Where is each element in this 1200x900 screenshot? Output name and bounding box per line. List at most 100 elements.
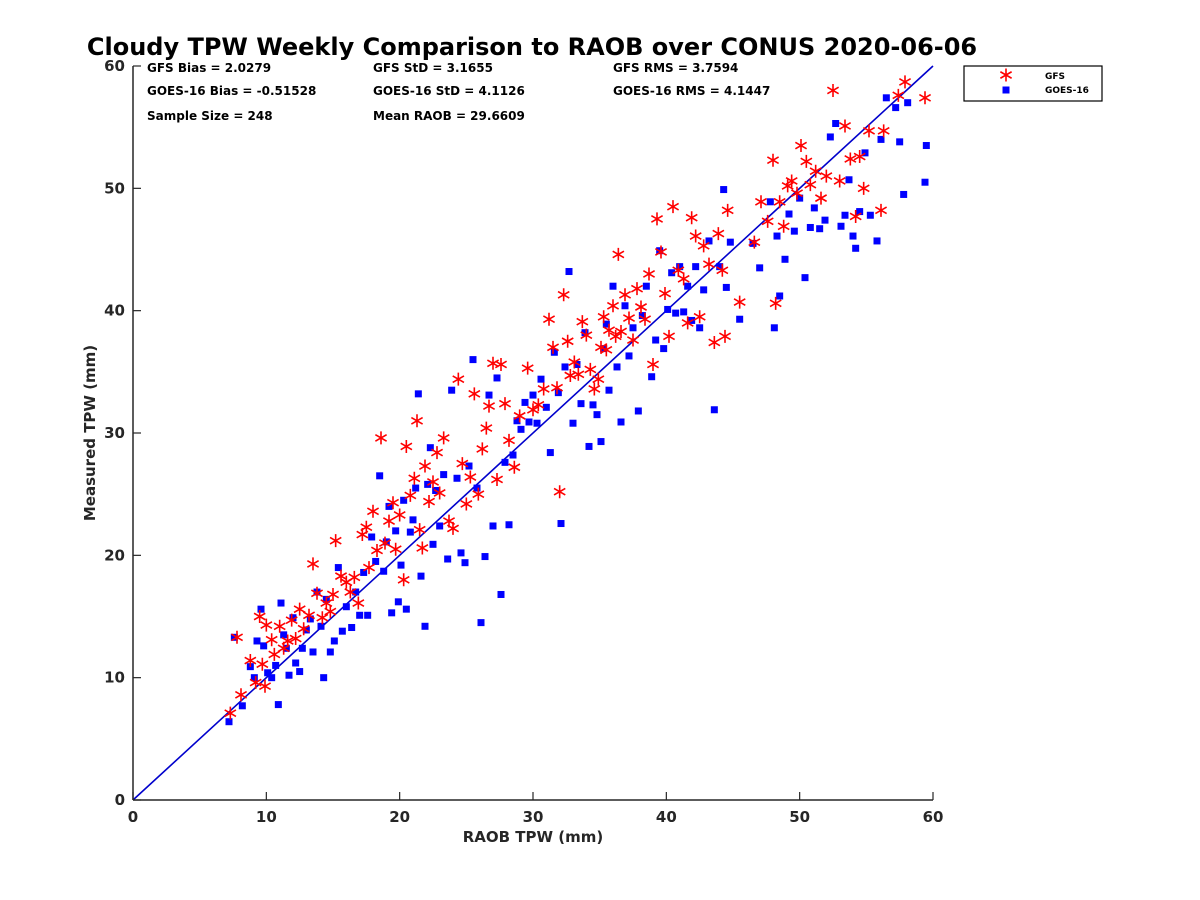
gfs-point: [260, 618, 273, 632]
gfs-point: [258, 679, 272, 693]
goes-16-point: [306, 615, 314, 623]
gfs-point: [584, 362, 597, 376]
gfs-point: [681, 316, 694, 330]
gfs-point: [289, 632, 302, 646]
gfs-point: [716, 263, 729, 277]
goes-16-point: [672, 309, 680, 317]
gfs-point: [224, 706, 237, 720]
gfs-point: [476, 442, 489, 456]
goes-16-point: [334, 564, 342, 572]
gfs-point: [853, 150, 866, 164]
gfs-point: [348, 570, 361, 584]
goes-16-point: [849, 232, 857, 240]
gfs-point: [630, 282, 644, 296]
gfs-point: [397, 573, 410, 587]
goes-16-point: [326, 648, 334, 656]
gfs-point: [502, 433, 516, 447]
goes-16-point: [440, 471, 448, 479]
x-tick-label: 30: [523, 808, 544, 826]
goes-16-point: [260, 642, 268, 650]
gfs-point: [844, 152, 857, 166]
gfs-points: [224, 75, 932, 720]
gfs-point: [642, 267, 656, 281]
gfs-point: [230, 630, 244, 644]
y-ticks: 0 10 20 30 40 50 60: [104, 57, 141, 809]
goes-16-point: [513, 417, 521, 425]
goes-16-point: [609, 282, 617, 290]
goes-16-point: [320, 674, 328, 682]
goes-16-point: [696, 324, 704, 332]
goes-16-point: [392, 527, 400, 535]
gfs-point: [234, 688, 248, 702]
goes-16-point: [629, 324, 637, 332]
gfs-point: [389, 542, 402, 556]
gfs-std-text: GFS StD = 3.1655: [373, 61, 493, 75]
gfs-point: [426, 475, 440, 489]
gfs-point: [804, 178, 817, 192]
gfs-point: [838, 119, 852, 133]
goes-16-point: [664, 305, 672, 313]
goes-16-point: [289, 614, 297, 622]
goes-16-point: [342, 603, 350, 611]
goes-16-point: [372, 557, 380, 565]
gfs-point: [602, 323, 616, 337]
sample-size-text: Sample Size = 248: [147, 109, 273, 123]
goes-16-point: [726, 238, 734, 246]
gfs-point: [693, 310, 706, 324]
goes-16-point: [356, 611, 364, 619]
gfs-point: [777, 219, 790, 233]
goes-16-point: [402, 605, 410, 613]
gfs-point: [302, 608, 316, 622]
goes-16-point: [581, 329, 589, 337]
goes-16-point: [380, 567, 388, 575]
gfs-point: [790, 186, 804, 200]
goes-16-point: [781, 255, 789, 263]
goes-16-point: [845, 176, 853, 184]
gfs-point: [437, 431, 450, 445]
one-to-one-line: [132, 65, 934, 801]
goes-16-point: [660, 345, 668, 353]
gfs-point: [253, 610, 266, 623]
gfs-point: [857, 181, 870, 195]
gfs-point: [329, 534, 342, 548]
y-tick-label: 50: [104, 179, 125, 197]
goes-16-point: [705, 237, 713, 245]
goes-16-point: [473, 484, 481, 492]
goes-16-point: [394, 598, 402, 606]
goes-16-point: [457, 549, 465, 557]
goes-bias-text: GOES-16 Bias = -0.51528: [147, 84, 316, 98]
goes-16-point: [364, 611, 372, 619]
gfs-point: [662, 329, 676, 343]
gfs-point: [542, 312, 556, 326]
goes-16-point: [796, 194, 804, 202]
goes-16-point: [756, 264, 764, 272]
goes-16-point: [550, 348, 558, 356]
gfs-point: [513, 409, 526, 423]
y-axis-label: Measured TPW (mm): [81, 345, 99, 521]
gfs-point: [446, 521, 460, 535]
goes-16-point: [448, 386, 456, 394]
reference-line-group: [132, 65, 934, 801]
goes-16-point: [806, 223, 814, 231]
goes-16-point: [461, 559, 469, 567]
gfs-point: [482, 399, 496, 413]
gfs-point: [638, 312, 652, 326]
x-tick-label: 60: [923, 808, 944, 826]
goes-16-point: [292, 659, 300, 667]
gfs-point: [334, 569, 348, 583]
gfs-point: [416, 541, 429, 555]
gfs-point: [733, 295, 746, 309]
gfs-point: [672, 263, 685, 277]
axes: 0 10 20 30 40 50 60 0 10 20 30 40 50 60: [104, 57, 943, 826]
gfs-point: [408, 471, 421, 485]
gfs-point: [546, 340, 560, 354]
goes-16-point: [904, 99, 912, 107]
goes-16-point: [542, 403, 550, 411]
goes-16-point: [557, 520, 565, 528]
gfs-point: [310, 586, 324, 600]
gfs-point: [650, 212, 664, 226]
legend: GFS GOES-16: [963, 65, 1103, 102]
goes-16-point: [554, 389, 562, 397]
goes-16-point: [770, 324, 778, 332]
